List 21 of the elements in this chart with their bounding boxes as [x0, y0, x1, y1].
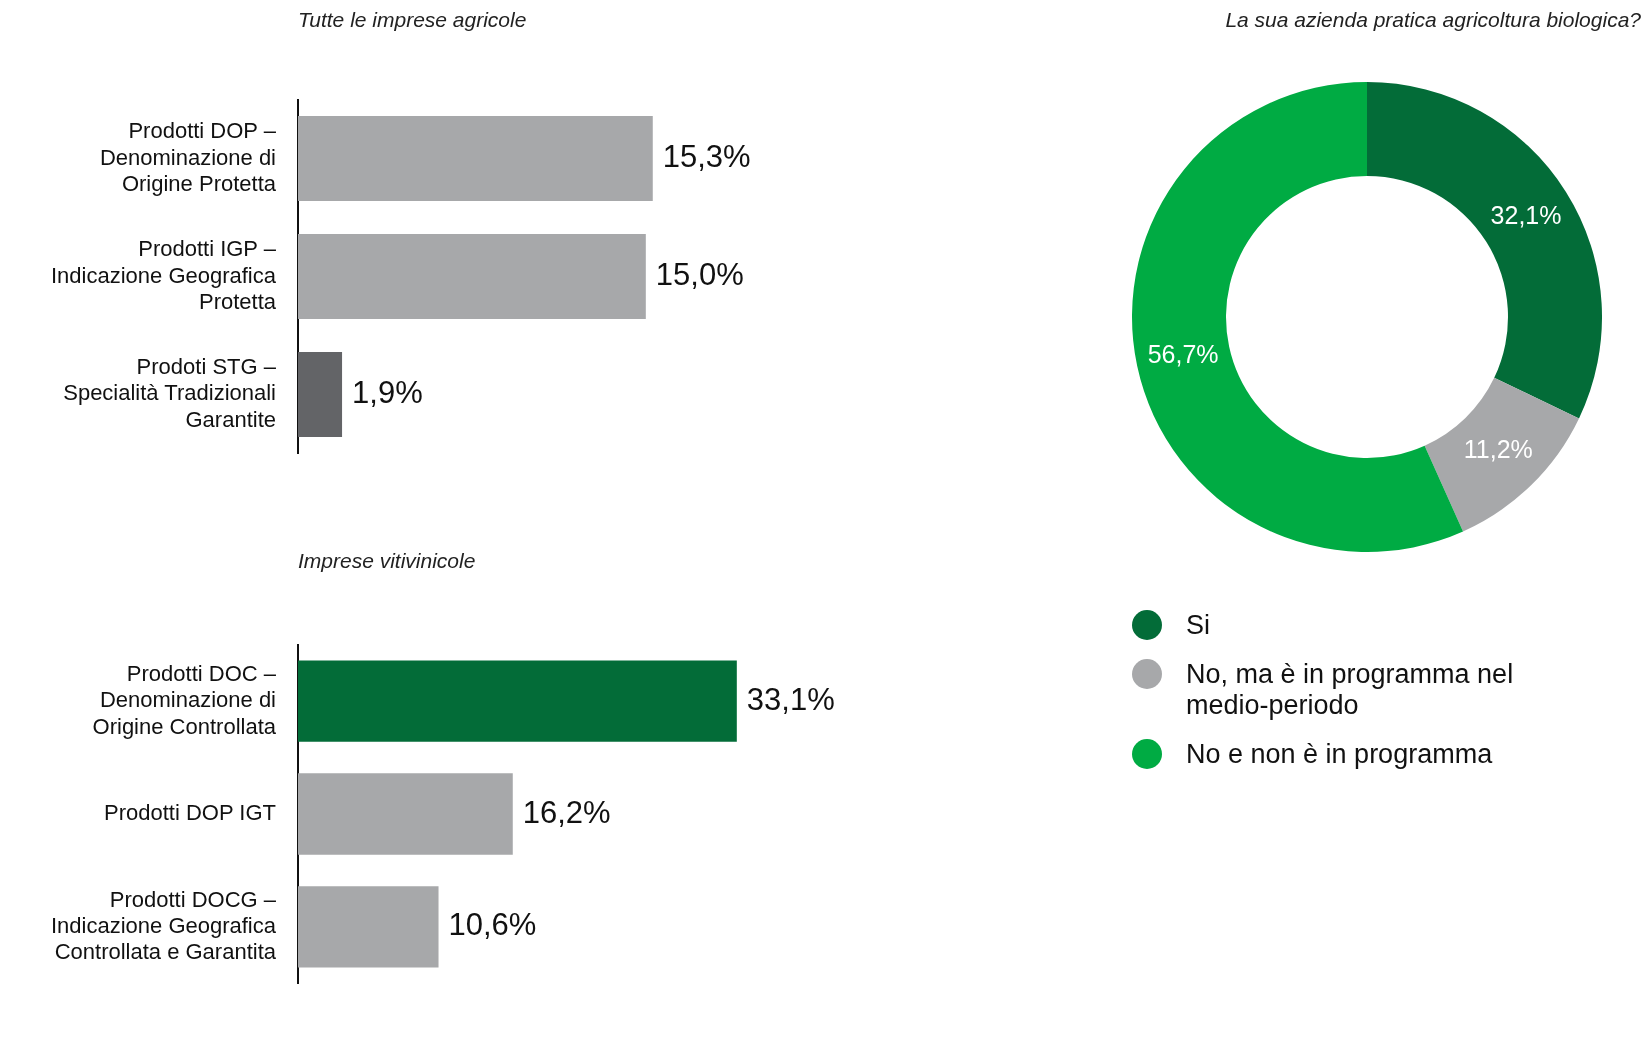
data-label: 33,1%	[746, 681, 835, 717]
data-label: 1,9%	[352, 374, 423, 410]
y-tick-label: Prodotti IGP – Indicazione Geografica Protetta	[50, 236, 277, 314]
chart-title: La sua azienda pratica agricoltura biologica?	[1225, 8, 1641, 32]
legend-label: Si	[1186, 610, 1211, 641]
data-label: 32,1%	[1490, 200, 1562, 229]
y-tick-label: Prodotti DOP – Denominazione di Origine Protetta	[99, 118, 277, 197]
legend-label: No e non è in programma	[1186, 739, 1493, 770]
y-tick-label: Prodotti DOCG – Indicazione Geografica Controllata e Garantita	[50, 886, 277, 965]
chart-title: Imprese vitivinicole	[298, 549, 476, 573]
data-label: 15,3%	[662, 139, 751, 175]
data-label: 56,7%	[1147, 340, 1219, 369]
y-tick-label: Prodotti DOP IGT	[104, 800, 276, 826]
y-tick-label: Prodotti DOC – Denominazione di Origine Controllata	[92, 660, 277, 739]
legend-label: No, ma è in programma nel medio-periodo	[1186, 659, 1515, 721]
y-tick-label: Prodoti STG – Specialità Tradizionali Garantite	[63, 354, 277, 432]
data-label: 15,0%	[655, 257, 744, 293]
data-label: 16,2%	[522, 794, 611, 830]
chart-title: Tutte le imprese agricole	[298, 8, 527, 32]
data-label: 10,6%	[448, 907, 537, 943]
data-label: 11,2%	[1463, 435, 1533, 464]
